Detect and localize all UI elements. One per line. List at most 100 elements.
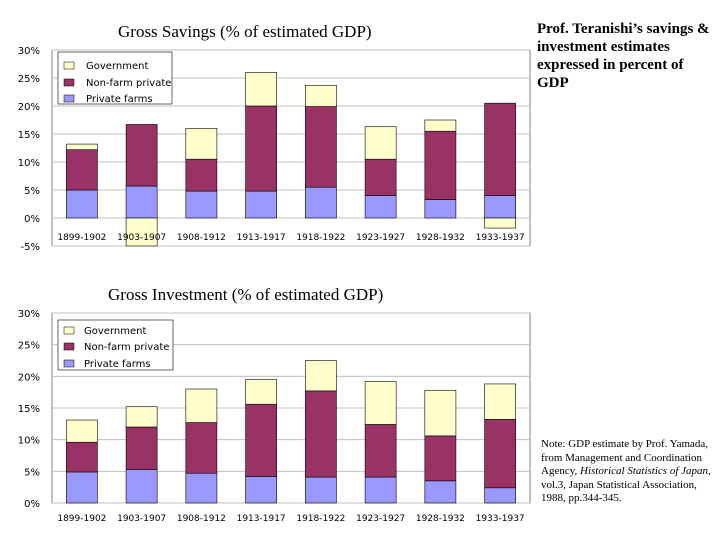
investment-bar-government xyxy=(185,388,218,423)
savings-bar-government xyxy=(364,126,397,160)
investment-bar-government xyxy=(424,389,457,437)
side-heading: Prof. Teranishi’s savings & investment e… xyxy=(537,21,710,91)
investment-chart-title: Gross Investment (% of estimated GDP) xyxy=(108,285,384,304)
investment-y-tick-label: 10% xyxy=(18,436,40,447)
savings-bar-non-farm xyxy=(66,149,98,191)
source-note: Note: GDP estimate by Prof. Yamada, from… xyxy=(541,438,717,506)
investment-y-tick-label: 0% xyxy=(24,499,40,510)
savings-legend-label: Non-farm private xyxy=(86,78,171,89)
source-note-suffix: , vol.3, Japan Statistical Association, … xyxy=(541,465,711,504)
investment-x-tick-label: 1903-1907 xyxy=(117,514,166,524)
investment-legend-label: Non-farm private xyxy=(84,342,169,353)
investment-bar-government xyxy=(66,419,98,443)
investment-x-tick-label: 1933-1937 xyxy=(476,514,525,524)
investment-legend-swatch-non-farm xyxy=(63,342,75,351)
savings-bar-non-farm xyxy=(364,158,397,196)
savings-bar-government xyxy=(424,119,457,132)
savings-y-tick-label: 15% xyxy=(18,130,40,141)
savings-bar-government xyxy=(66,143,98,150)
savings-bar-private-farms xyxy=(245,190,277,219)
savings-x-tick-label: 1913-1917 xyxy=(237,233,286,243)
savings-x-tick-label: 1928-1932 xyxy=(416,233,465,243)
investment-bar-non-farm xyxy=(424,435,457,482)
investment-x-tick-label: 1918-1922 xyxy=(296,514,345,524)
investment-legend-swatch-private-farms xyxy=(63,359,75,368)
savings-bar-non-farm xyxy=(125,124,158,187)
savings-legend-swatch-private-farms xyxy=(63,94,75,103)
investment-bar-non-farm xyxy=(364,424,397,478)
investment-bar-non-farm xyxy=(125,426,158,470)
savings-x-tick-label: 1899-1902 xyxy=(57,233,106,243)
savings-y-tick-label: 25% xyxy=(18,74,40,85)
investment-bar-private-farms xyxy=(66,471,98,504)
savings-legend-box xyxy=(57,51,173,105)
savings-legend-swatch-government xyxy=(63,61,75,70)
investment-bar-private-farms xyxy=(185,472,218,504)
savings-bar-private-farms xyxy=(185,190,218,219)
investment-x-tick-label: 1928-1932 xyxy=(416,514,465,524)
savings-bar-private-farms xyxy=(484,195,516,219)
savings-bar-private-farms xyxy=(364,195,397,219)
investment-bar-private-farms xyxy=(364,476,397,504)
investment-bar-government xyxy=(364,381,397,425)
investment-bar-non-farm xyxy=(305,390,337,478)
investment-bar-government xyxy=(305,360,337,392)
savings-y-tick-label: 30% xyxy=(18,46,40,57)
savings-bar-non-farm xyxy=(185,158,218,192)
savings-bar-government xyxy=(305,84,337,107)
investment-y-tick-label: 30% xyxy=(18,309,40,320)
savings-bar-non-farm xyxy=(245,105,277,192)
savings-bar-government xyxy=(245,72,277,107)
savings-y-tick-label: 10% xyxy=(18,158,40,169)
investment-bar-government xyxy=(245,379,277,405)
savings-bar-private-farms xyxy=(305,186,337,219)
investment-bar-private-farms xyxy=(424,480,457,504)
savings-bar-government xyxy=(125,217,158,247)
investment-bar-non-farm xyxy=(66,441,98,473)
savings-bar-private-farms xyxy=(125,185,158,219)
savings-x-tick-label: 1908-1912 xyxy=(177,233,226,243)
investment-legend-label: Government xyxy=(84,326,146,337)
source-note-prefix: Note: GDP estimate by Prof. Yamada, from… xyxy=(541,438,709,477)
savings-y-tick-label: 5% xyxy=(24,186,40,197)
investment-legend-box xyxy=(57,319,174,371)
savings-y-tick-label: 0% xyxy=(24,214,40,225)
savings-x-tick-label: 1918-1922 xyxy=(296,233,345,243)
investment-legend-swatch-government xyxy=(63,326,75,335)
savings-bar-private-farms xyxy=(424,199,457,219)
savings-legend-label: Government xyxy=(86,61,148,72)
investment-x-tick-label: 1908-1912 xyxy=(177,514,226,524)
investment-bar-private-farms xyxy=(125,469,158,504)
investment-x-tick-label: 1913-1917 xyxy=(237,514,286,524)
savings-chart-title: Gross Savings (% of estimated GDP) xyxy=(118,22,372,41)
investment-y-tick-label: 5% xyxy=(24,467,40,478)
savings-x-tick-label: 1903-1907 xyxy=(117,233,166,243)
savings-bar-non-farm xyxy=(484,102,516,196)
savings-legend-label: Private farms xyxy=(86,94,153,105)
investment-y-tick-label: 15% xyxy=(18,404,40,415)
savings-x-tick-label: 1933-1937 xyxy=(476,233,525,243)
investment-bar-private-farms xyxy=(305,476,337,504)
investment-bar-government xyxy=(484,383,516,420)
investment-bar-non-farm xyxy=(245,403,277,477)
savings-y-tick-label: -5% xyxy=(21,242,40,253)
savings-bar-non-farm xyxy=(424,130,457,200)
investment-bar-private-farms xyxy=(484,487,516,504)
investment-x-tick-label: 1899-1902 xyxy=(57,514,106,524)
savings-y-tick-label: 20% xyxy=(18,102,40,113)
savings-bar-government xyxy=(484,217,516,229)
investment-bar-private-farms xyxy=(245,476,277,504)
savings-x-tick-label: 1923-1927 xyxy=(356,233,405,243)
source-note-title: Historical Statistics of Japan xyxy=(580,465,709,477)
investment-y-tick-label: 25% xyxy=(18,341,40,352)
investment-x-tick-label: 1923-1927 xyxy=(356,514,405,524)
investment-bar-government xyxy=(125,406,158,428)
investment-bar-non-farm xyxy=(185,422,218,474)
savings-legend-swatch-non-farm xyxy=(63,78,75,87)
investment-y-tick-label: 20% xyxy=(18,372,40,383)
investment-legend-label: Private farms xyxy=(84,359,151,370)
savings-bar-non-farm xyxy=(305,106,337,188)
investment-bar-non-farm xyxy=(484,419,516,489)
savings-bar-government xyxy=(185,128,218,160)
